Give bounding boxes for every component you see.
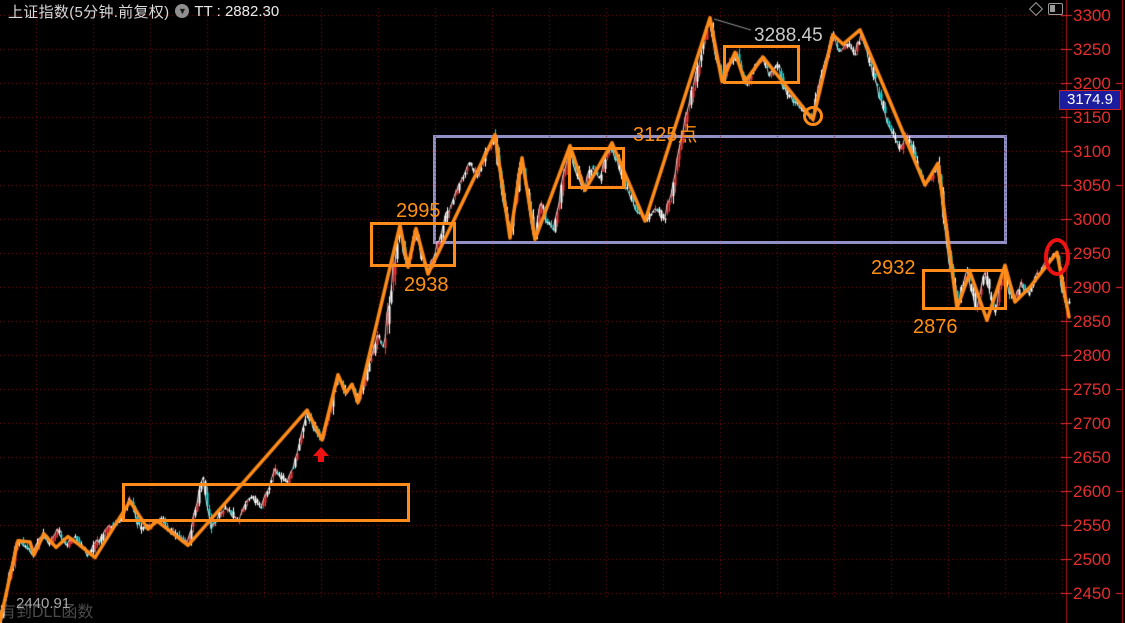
chart-title: 上证指数(5分钟.前复权) [8,3,170,21]
y-axis-label: 3100 [1073,142,1111,161]
y-axis-label: 2750 [1073,380,1111,399]
annotation-box [568,146,625,189]
annotation-box [922,268,1007,311]
indicator-value: TT : 2882.30 [194,2,280,20]
level-label-2932: 2932 [871,257,916,279]
up-arrow-marker [313,446,329,462]
title-bar: 上证指数(5分钟.前复权) ▼ TT : 2882.30 [0,0,1125,22]
y-axis-label: 2550 [1073,516,1111,535]
peak-price-label: 3288.45 [754,25,823,46]
y-axis-label: 2700 [1073,414,1111,433]
y-axis-label: 2900 [1073,278,1111,297]
panel-icon[interactable] [1048,3,1063,15]
y-axis-label: 3050 [1073,176,1111,195]
level-label-2876: 2876 [913,316,958,338]
alert-ellipse [1044,238,1070,277]
y-axis-label: 2500 [1073,550,1111,569]
y-axis-label: 3000 [1073,210,1111,229]
level-label-3125: 3125点 [633,124,698,146]
level-label-2938: 2938 [404,274,449,296]
y-axis-label: 3300 [1073,6,1111,25]
y-axis-label: 2950 [1073,244,1111,263]
level-label-2995: 2995 [396,200,441,222]
annotation-box [723,45,800,85]
y-axis-label: 2600 [1073,482,1111,501]
price-highlight-tag: 3174.9 [1059,90,1121,111]
diamond-icon[interactable] [1028,1,1044,17]
chevron-down-icon[interactable]: ▼ [175,4,190,18]
pullback-circle [803,106,823,127]
y-axis-label: 2650 [1073,448,1111,467]
annotation-box [370,221,456,267]
low-price-label: 2440.91 [16,595,71,612]
annotation-box [122,482,410,522]
y-axis-label: 2800 [1073,346,1111,365]
y-axis-label: 3150 [1073,108,1111,127]
y-axis-label: 2450 [1073,584,1111,603]
y-axis-label: 3250 [1073,40,1111,59]
y-axis-label: 2850 [1073,312,1111,331]
y-axis-label: 3200 [1073,74,1111,93]
